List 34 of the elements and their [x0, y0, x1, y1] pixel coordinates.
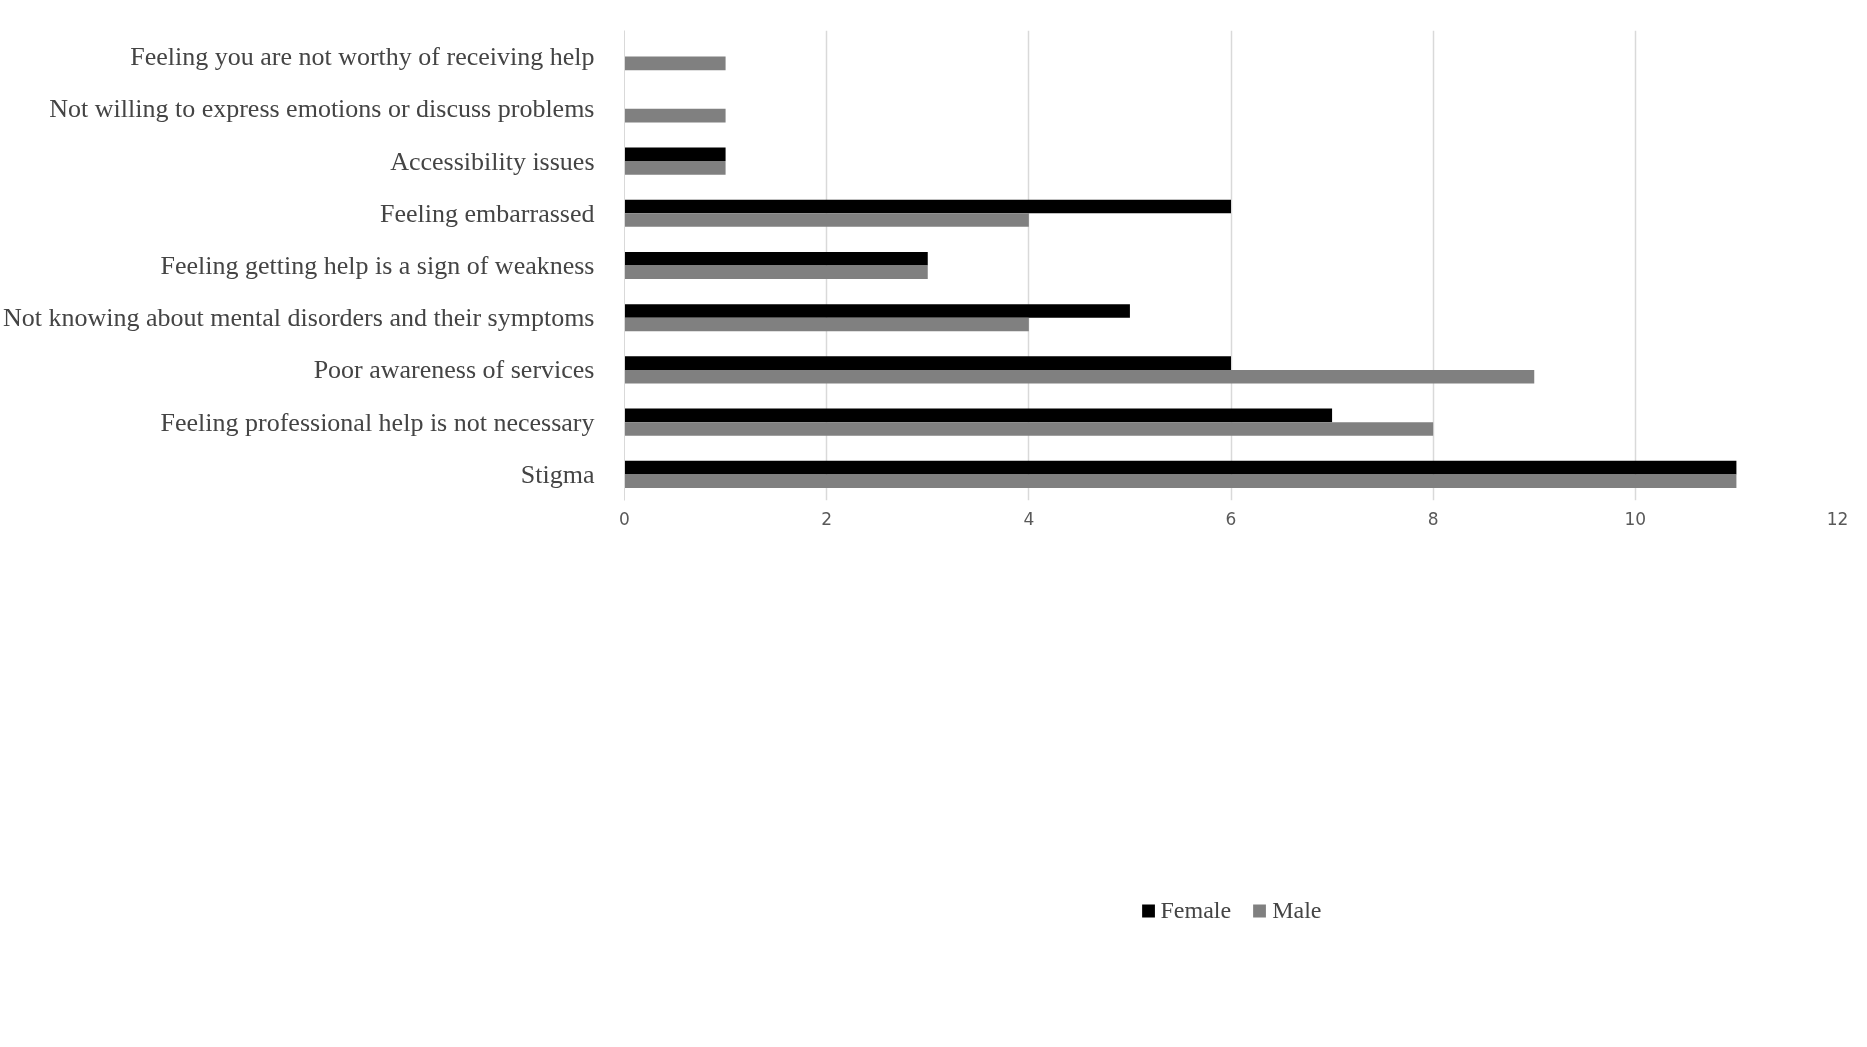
bar [624, 369, 1535, 384]
x-tick-label: 8 [1427, 508, 1439, 529]
bar [624, 56, 726, 71]
y-tick-label: Accessibility issues [390, 146, 595, 176]
legend-label: Male [1272, 896, 1322, 924]
x-tick-label: 0 [619, 508, 630, 529]
bar [624, 317, 1029, 332]
y-tick-label: Not willing to express emotions or discuss problems [49, 94, 595, 124]
y-tick-label: Feeling professional help is not necessary [160, 407, 595, 437]
bar [624, 422, 1434, 436]
bar [624, 265, 928, 280]
x-tick-label: 4 [1023, 508, 1035, 529]
x-tick-label: 12 [1826, 508, 1849, 529]
bar [624, 147, 726, 162]
y-tick-label: Feeling embarrassed [380, 198, 595, 228]
x-tick-label: 10 [1624, 508, 1647, 529]
bar [624, 356, 1231, 370]
y-tick-label: Feeling you are not worthy of receiving help [130, 42, 595, 72]
y-tick-label: Stigma [520, 459, 595, 489]
bar [624, 460, 1737, 475]
x-tick-label: 2 [821, 508, 833, 529]
y-tick-label: Poor awareness of services [313, 355, 595, 385]
y-tick-label: Feeling getting help is a sign of weakness [160, 251, 595, 280]
bar [624, 251, 928, 266]
bar [624, 199, 1231, 214]
bar [624, 108, 726, 123]
y-tick-label: Not knowing about mental disorders and their symptoms [3, 303, 595, 333]
bar [624, 161, 726, 175]
x-tick-label: 6 [1225, 508, 1237, 529]
bar [624, 213, 1029, 227]
bar [624, 304, 1130, 318]
legend-label: Female [1160, 896, 1232, 924]
bar [624, 408, 1333, 423]
bar [624, 474, 1737, 488]
